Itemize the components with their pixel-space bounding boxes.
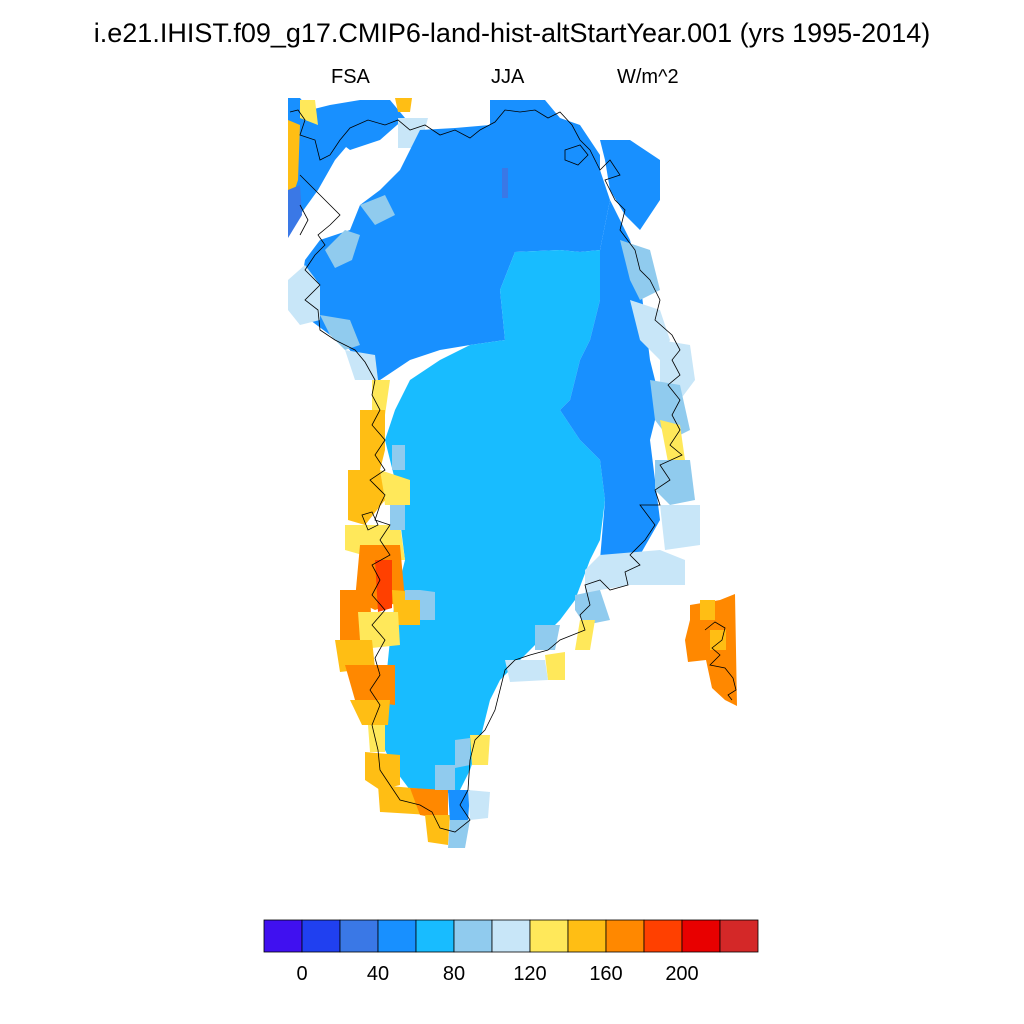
map-cell (335, 640, 375, 672)
season-label: JJA (491, 66, 525, 88)
map-cell (710, 630, 726, 650)
map-cell (410, 788, 448, 820)
map-cell (395, 98, 412, 112)
map-cell (535, 625, 560, 650)
map-cell (448, 790, 470, 822)
map-cell (448, 820, 470, 848)
map-cell (655, 460, 695, 505)
map-cell (360, 195, 395, 225)
coastline (299, 204, 309, 236)
map-cell (345, 350, 378, 380)
map-cell (380, 470, 410, 505)
colorbar-box (643, 919, 683, 953)
map-cell (348, 470, 385, 525)
coastline (361, 511, 379, 531)
colorbar-box (263, 919, 303, 953)
plot-title: i.e21.IHIST.f09_g17.CMIP6-land-hist-altS… (93, 18, 931, 48)
colorbar-box (491, 919, 531, 953)
map-cell (502, 168, 508, 198)
map-cell (468, 790, 490, 820)
map-cell (300, 100, 610, 380)
colorbar-box (681, 919, 721, 953)
colorbar-tick-label: 80 (443, 963, 465, 985)
coastline (704, 621, 737, 701)
map-cell (375, 560, 392, 612)
colorbar-tick-label: 0 (296, 963, 307, 985)
map-cell (350, 700, 390, 725)
map-cell (505, 660, 548, 682)
map-cell (392, 445, 405, 470)
colorbar-box (377, 919, 417, 953)
map-cell (288, 185, 302, 238)
colorbar-tick-label: 40 (367, 963, 389, 985)
map-cell (365, 752, 400, 790)
map-cell (325, 230, 360, 268)
map-cell (345, 665, 395, 705)
map-cell (360, 410, 385, 470)
coastline-layer (289, 109, 737, 833)
colorbar-box (529, 919, 569, 953)
colorbar-box (453, 919, 493, 953)
map-cell (600, 140, 660, 230)
map-cell (368, 725, 385, 752)
colorbar-box (339, 919, 379, 953)
map-cell (585, 550, 685, 600)
map-cell (405, 590, 420, 600)
map-cell (380, 250, 605, 795)
map-cell (390, 505, 405, 530)
map-cell (545, 652, 565, 680)
colorbar-box (719, 919, 759, 953)
map-cell (288, 120, 300, 210)
map-cell (575, 590, 610, 625)
colorbar-box (567, 919, 607, 953)
colorbar-box (415, 919, 455, 953)
map-cell (575, 620, 595, 650)
map-cell (470, 735, 490, 765)
colorbar-tick-label: 160 (589, 963, 622, 985)
map-cell (330, 100, 405, 150)
map-cell (700, 600, 715, 620)
variable-label: FSA (331, 66, 370, 88)
units-label: W/m^2 (617, 66, 679, 88)
colorbar-tick-label: 120 (513, 963, 546, 985)
coastline (564, 144, 589, 166)
map-cell (660, 505, 700, 550)
colorbar-boxes (263, 919, 759, 953)
map-cell (358, 612, 400, 648)
map-cell (288, 265, 320, 325)
map-cell (455, 738, 470, 768)
colorbar-box (301, 919, 341, 953)
colorbar-box (605, 919, 645, 953)
map-cell (425, 815, 450, 845)
map-cell (420, 590, 435, 620)
coastline (289, 109, 683, 833)
map-cell (320, 315, 360, 350)
map-field-layer (288, 98, 737, 848)
colorbar-tick-label: 200 (665, 963, 698, 985)
map-cell (435, 765, 455, 790)
map-cell (372, 380, 390, 415)
colorbar-labels: 0 40 80 120 160 200 (296, 963, 698, 985)
